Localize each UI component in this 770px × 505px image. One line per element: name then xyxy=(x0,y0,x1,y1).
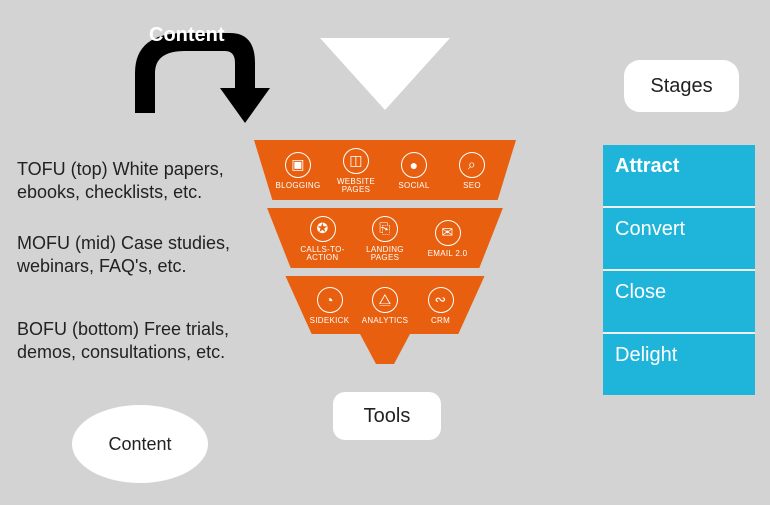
mofu-line2: webinars, FAQ's, etc. xyxy=(17,255,230,278)
crm-icon: ∾ xyxy=(428,287,454,313)
tofu-line1: TOFU (top) White papers, xyxy=(17,158,224,181)
funnel-item: ◫ WEBSITE PAGES xyxy=(332,148,380,195)
email-2-0-icon: ✉ xyxy=(435,220,461,246)
tools-label: Tools xyxy=(364,405,411,428)
tofu-line2: ebooks, checklists, etc. xyxy=(17,181,224,204)
funnel-item-label: CRM xyxy=(431,317,450,325)
funnel-tier-bottom: ◔ SIDEKICK ⧋ ANALYTICS ∾ CRM xyxy=(254,276,516,334)
content-arrow-label: Content xyxy=(149,24,225,47)
funnel-item: ◔ SIDEKICK xyxy=(306,287,354,325)
funnel-item-label: CALLS-TO-ACTION xyxy=(299,246,347,263)
tools-box: Tools xyxy=(333,392,441,440)
funnel-container: ▣ BLOGGING ◫ WEBSITE PAGES ● SOCIAL ⌕ SEO ✪ CALL… xyxy=(254,140,516,364)
funnel-item-label: WEBSITE PAGES xyxy=(332,178,380,195)
funnel-item: ✉ EMAIL 2.0 xyxy=(424,220,472,258)
funnel-item: ● SOCIAL xyxy=(390,152,438,190)
funnel-item: ⎘ LANDING PAGES xyxy=(361,216,409,263)
funnel-item-label: ANALYTICS xyxy=(362,317,409,325)
stages-header-box: Stages xyxy=(624,60,739,112)
tofu-text: TOFU (top) White papers, ebooks, checkli… xyxy=(17,158,224,205)
calls-to-action-icon: ✪ xyxy=(310,216,336,242)
sidekick-icon: ◔ xyxy=(317,287,343,313)
landing-pages-icon: ⎘ xyxy=(372,216,398,242)
seo-icon: ⌕ xyxy=(459,152,485,178)
funnel-tier-top: ▣ BLOGGING ◫ WEBSITE PAGES ● SOCIAL ⌕ SEO xyxy=(254,140,516,200)
stage-close: Close xyxy=(603,271,755,334)
funnel-item: ∾ CRM xyxy=(417,287,465,325)
funnel-item: ⌕ SEO xyxy=(448,152,496,190)
mofu-line1: MOFU (mid) Case studies, xyxy=(17,232,230,255)
funnel-item: ▣ BLOGGING xyxy=(274,152,322,190)
funnel-spout xyxy=(350,334,420,364)
stages-column: AttractConvertCloseDelight xyxy=(603,145,755,395)
content-ellipse: Content xyxy=(72,405,208,483)
analytics-icon: ⧋ xyxy=(372,287,398,313)
stage-delight: Delight xyxy=(603,334,755,395)
funnel-item-label: SOCIAL xyxy=(398,182,429,190)
funnel-item-label: LANDING PAGES xyxy=(361,246,409,263)
bofu-text: BOFU (bottom) Free trials, demos, consul… xyxy=(17,318,229,365)
funnel-item: ⧋ ANALYTICS xyxy=(361,287,409,325)
stages-header-text: Stages xyxy=(650,75,712,98)
content-ellipse-label: Content xyxy=(108,434,171,455)
funnel-inlet-triangle xyxy=(320,38,450,110)
social-icon: ● xyxy=(401,152,427,178)
funnel-tier-mid: ✪ CALLS-TO-ACTION ⎘ LANDING PAGES ✉ EMAIL 2.0 xyxy=(254,208,516,268)
funnel-item-label: EMAIL 2.0 xyxy=(428,250,468,258)
stage-attract: Attract xyxy=(603,145,755,208)
funnel-item-label: SIDEKICK xyxy=(310,317,350,325)
funnel-item-label: SEO xyxy=(463,182,481,190)
bofu-line2: demos, consultations, etc. xyxy=(17,341,229,364)
funnel-item: ✪ CALLS-TO-ACTION xyxy=(299,216,347,263)
website-pages-icon: ◫ xyxy=(343,148,369,174)
blogging-icon: ▣ xyxy=(285,152,311,178)
mofu-text: MOFU (mid) Case studies, webinars, FAQ's… xyxy=(17,232,230,279)
stage-convert: Convert xyxy=(603,208,755,271)
bofu-line1: BOFU (bottom) Free trials, xyxy=(17,318,229,341)
funnel-item-label: BLOGGING xyxy=(275,182,320,190)
